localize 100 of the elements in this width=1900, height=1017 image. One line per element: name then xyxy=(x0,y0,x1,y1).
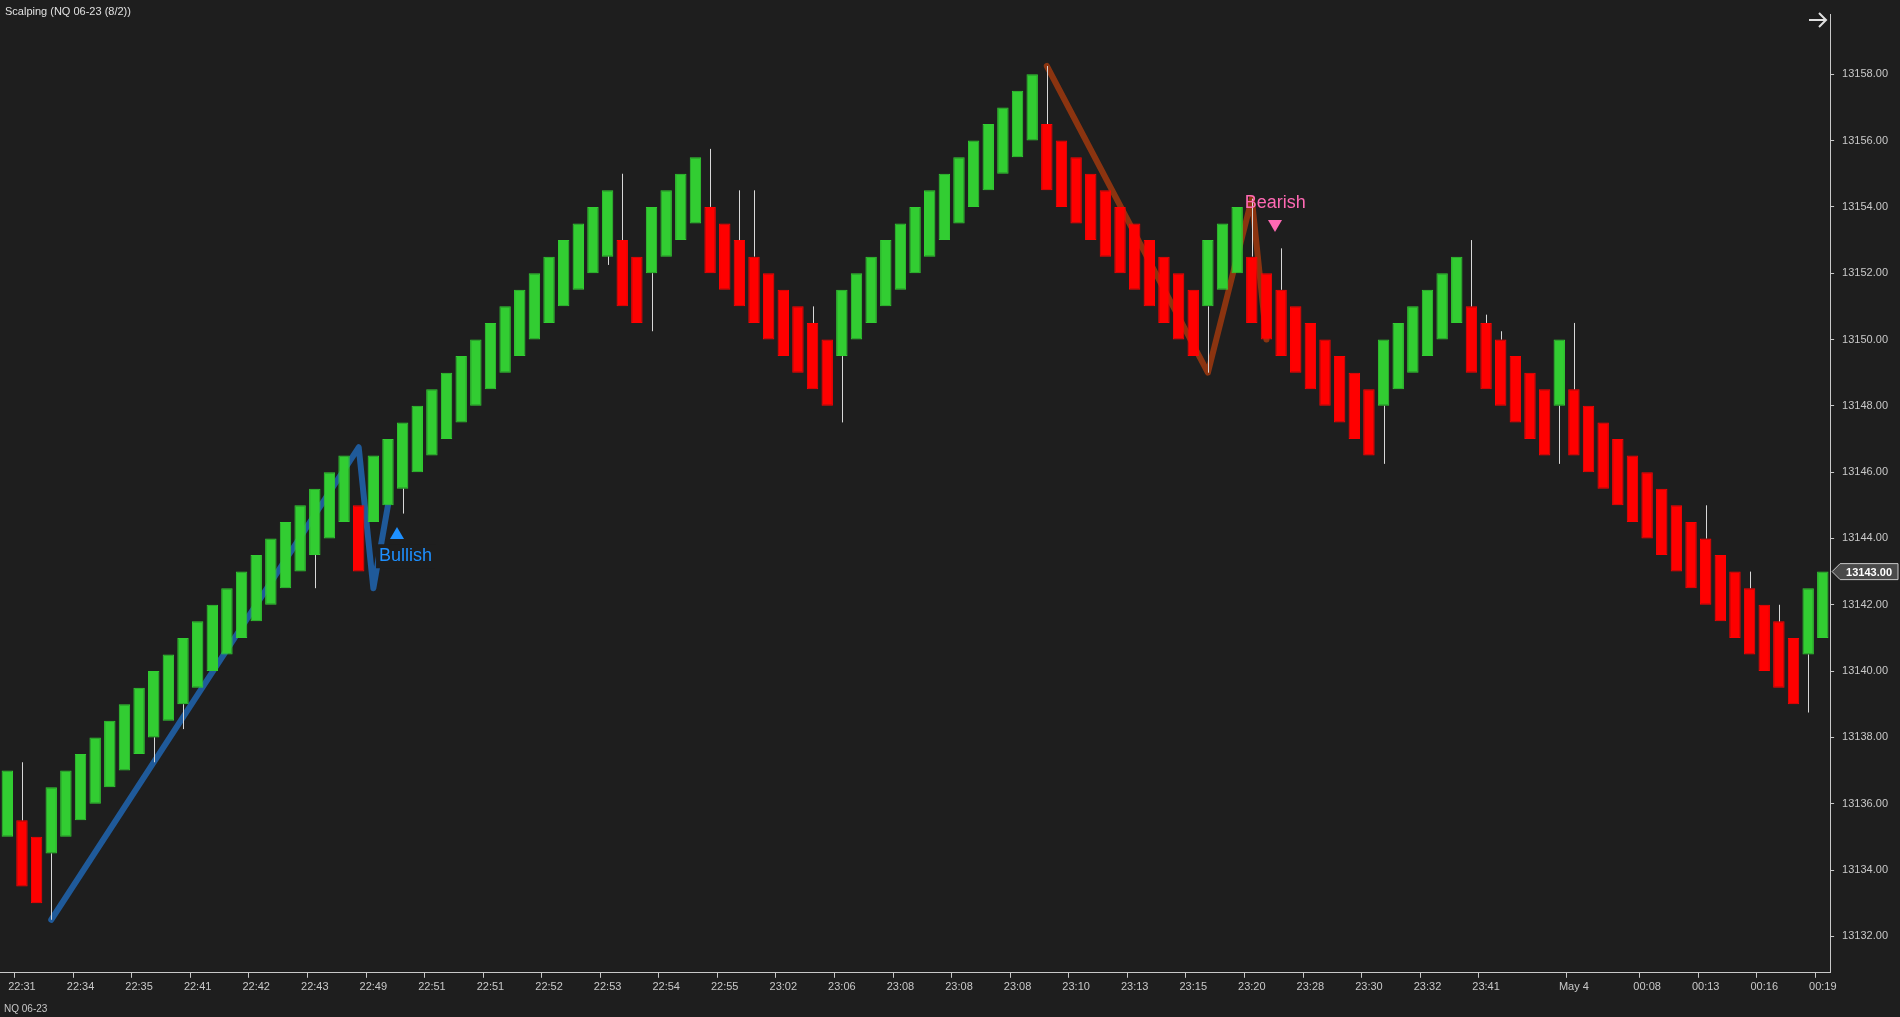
candlestick xyxy=(367,455,380,522)
y-tick-label: 13148.00 xyxy=(1842,398,1889,411)
candlestick xyxy=(1641,472,1653,539)
x-tick-label: 22:35 xyxy=(125,980,153,993)
candlestick xyxy=(1216,223,1229,290)
candlestick xyxy=(382,438,394,506)
x-tick-label: 23:32 xyxy=(1413,980,1442,993)
y-tick-label: 13136.00 xyxy=(1842,796,1889,809)
candlestick xyxy=(1480,314,1492,390)
candlestick xyxy=(338,455,350,522)
candlestick xyxy=(177,637,189,730)
candlestick xyxy=(1231,206,1243,274)
candlestick xyxy=(60,770,72,837)
candlestick xyxy=(836,289,848,423)
candlestick xyxy=(309,488,321,589)
x-tick-label: 22:31 xyxy=(8,980,36,993)
candlestick xyxy=(997,107,1009,174)
candlestick xyxy=(792,306,804,373)
annotation: Bullish xyxy=(379,545,433,566)
x-tick-label: 23:08 xyxy=(886,980,915,993)
candlestick xyxy=(250,555,262,622)
x-tick-label: 22:49 xyxy=(359,980,388,993)
candlestick xyxy=(1802,588,1814,714)
y-tick-label: 13144.00 xyxy=(1842,531,1889,544)
candlestick xyxy=(1773,604,1785,688)
candlestick xyxy=(235,571,248,638)
candlestick xyxy=(1787,637,1800,705)
x-tick-label: 00:08 xyxy=(1633,980,1661,993)
candlestick xyxy=(1670,505,1683,572)
candlestick xyxy=(1758,604,1770,672)
candlestick xyxy=(1392,322,1404,390)
y-tick-label: 13158.00 xyxy=(1842,67,1889,80)
candlestick xyxy=(777,289,789,357)
candlestick xyxy=(484,322,497,390)
candlestick xyxy=(148,671,160,763)
candlestick xyxy=(323,472,336,539)
candlestick xyxy=(352,505,365,572)
candlestick xyxy=(1055,140,1068,207)
candlestick xyxy=(967,140,980,207)
candlestick xyxy=(894,223,907,290)
candlestick xyxy=(89,737,101,804)
candlestick xyxy=(733,189,746,307)
candlestick xyxy=(1363,389,1375,456)
candlestick xyxy=(45,787,57,921)
candlestick xyxy=(587,206,599,274)
candlestick xyxy=(30,836,43,904)
candlestick xyxy=(704,148,716,274)
candlestick xyxy=(1714,555,1727,622)
candlestick xyxy=(1114,206,1126,274)
candlestick xyxy=(1,770,14,837)
candlestick xyxy=(470,339,482,406)
candlestick xyxy=(74,753,87,821)
text: 13143.00 xyxy=(1846,565,1893,578)
x-tick-label: 00:13 xyxy=(1691,980,1720,993)
candlestick xyxy=(1685,521,1697,589)
x-tick-label: 00:19 xyxy=(1809,980,1837,993)
candlestick xyxy=(850,273,863,340)
candlestick xyxy=(572,223,585,290)
candlestick xyxy=(1158,256,1170,323)
candlestick xyxy=(1743,571,1756,655)
candlestick xyxy=(133,687,145,754)
candlestick xyxy=(279,521,292,589)
candlestick xyxy=(1348,372,1360,439)
candlestick xyxy=(953,157,965,224)
y-tick-label: 13142.00 xyxy=(1842,597,1889,610)
candlestick xyxy=(1143,240,1156,307)
candlestick xyxy=(1407,306,1419,373)
candlestick xyxy=(631,256,643,323)
candlestick xyxy=(1817,571,1829,638)
x-tick-label: 22:41 xyxy=(183,980,212,993)
candlestick xyxy=(1377,339,1390,465)
candlestick xyxy=(923,190,936,257)
x-tick-label: 22:55 xyxy=(710,980,739,993)
x-tick-label: 22:52 xyxy=(535,980,563,993)
x-tick-label: 23:15 xyxy=(1179,980,1207,993)
candlestick xyxy=(104,720,116,788)
candlestick xyxy=(1099,190,1112,257)
candlestick xyxy=(1172,273,1185,340)
x-tick-label: 23:41 xyxy=(1472,980,1500,993)
candlestick xyxy=(938,173,951,241)
x-tick-label: 22:51 xyxy=(418,980,446,993)
candlestick xyxy=(514,289,526,357)
y-tick-label: 13156.00 xyxy=(1842,133,1889,146)
candlestick xyxy=(440,372,453,439)
candlestick xyxy=(1568,322,1580,456)
y-tick-label: 13132.00 xyxy=(1842,929,1889,942)
candlestick xyxy=(1538,389,1551,456)
candlestick xyxy=(206,604,218,672)
candlestick xyxy=(806,305,819,390)
y-tick-label: 13134.00 xyxy=(1842,863,1889,876)
x-tick-label: May 4 xyxy=(1558,980,1589,993)
candlestick xyxy=(689,157,702,224)
candlestick xyxy=(1553,339,1565,465)
candlestick xyxy=(1509,356,1522,423)
y-tick-label: 13154.00 xyxy=(1842,199,1889,212)
candlestick xyxy=(1436,273,1448,340)
candlestick xyxy=(719,223,731,290)
candlestick xyxy=(543,256,555,323)
candlestick xyxy=(1026,74,1038,141)
candlestick xyxy=(880,240,892,307)
